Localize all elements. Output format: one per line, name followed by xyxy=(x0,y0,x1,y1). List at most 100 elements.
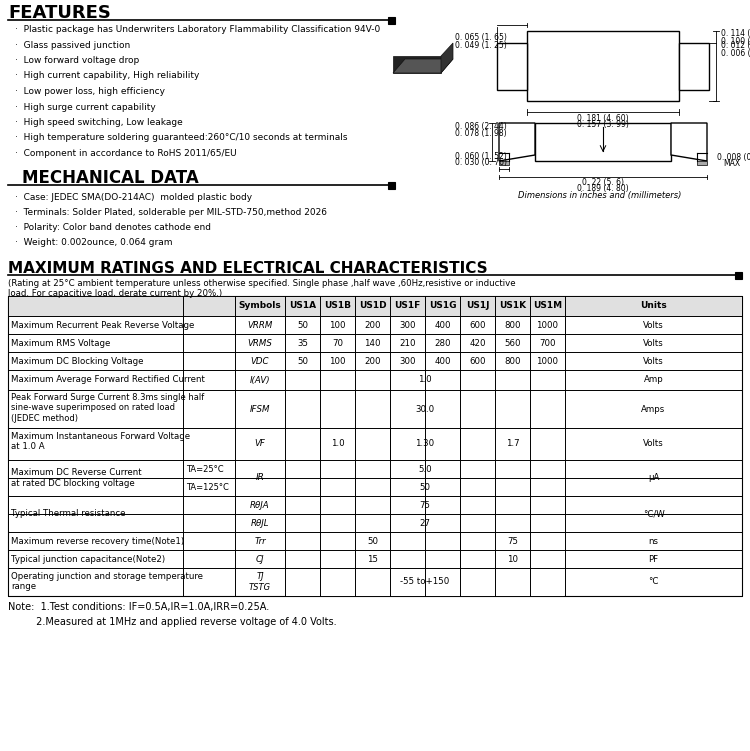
Text: Typical Thermal resistance: Typical Thermal resistance xyxy=(11,509,125,518)
Text: 75: 75 xyxy=(419,500,430,509)
Text: TJ
TSTG: TJ TSTG xyxy=(249,572,271,592)
Polygon shape xyxy=(441,43,453,73)
Text: Maximum Instantaneous Forward Voltage
at 1.0 A: Maximum Instantaneous Forward Voltage at… xyxy=(11,432,190,451)
Text: 100: 100 xyxy=(329,357,346,366)
Text: 1.7: 1.7 xyxy=(506,439,519,448)
Bar xyxy=(8,296,742,596)
Text: 0. 049 (1. 25): 0. 049 (1. 25) xyxy=(455,41,507,50)
Text: 420: 420 xyxy=(470,339,486,348)
Text: 210: 210 xyxy=(399,339,416,348)
Text: 400: 400 xyxy=(434,357,451,366)
Bar xyxy=(460,534,565,550)
Text: ·  High current capability, High reliability: · High current capability, High reliabil… xyxy=(15,71,200,80)
Text: 0. 065 (1. 65): 0. 065 (1. 65) xyxy=(455,33,507,42)
Text: Note:  1.Test conditions: IF=0.5A,IR=1.0A,IRR=0.25A.: Note: 1.Test conditions: IF=0.5A,IR=1.0A… xyxy=(8,602,269,612)
Bar xyxy=(286,570,565,596)
Bar xyxy=(286,430,389,460)
Text: Trr: Trr xyxy=(254,536,266,545)
Text: Dimensions in inches and (millimeters): Dimensions in inches and (millimeters) xyxy=(518,191,682,200)
Bar xyxy=(499,161,509,165)
Text: Peak Forward Surge Current 8.3ms single half
sine-wave superimposed on rated loa: Peak Forward Surge Current 8.3ms single … xyxy=(11,393,204,423)
Text: 280: 280 xyxy=(434,339,451,348)
Text: 10: 10 xyxy=(507,554,518,563)
Text: 300: 300 xyxy=(399,357,416,366)
Text: US1M: US1M xyxy=(533,301,562,310)
Text: 100: 100 xyxy=(329,321,346,330)
Text: US1K: US1K xyxy=(499,301,526,310)
Text: ·  Terminals: Solder Plated, solderable per MIL-STD-750,method 2026: · Terminals: Solder Plated, solderable p… xyxy=(15,208,327,217)
Text: TA=25°C: TA=25°C xyxy=(186,465,224,473)
Text: 5.0: 5.0 xyxy=(419,465,432,473)
Text: 0. 22 (5. 6): 0. 22 (5. 6) xyxy=(582,178,624,187)
Text: PF: PF xyxy=(649,554,658,563)
Text: IR: IR xyxy=(256,473,265,482)
Text: Amps: Amps xyxy=(641,405,666,414)
Text: 1000: 1000 xyxy=(536,321,559,330)
Bar xyxy=(286,516,565,532)
Text: Maximum Recurrent Peak Reverse Voltage: Maximum Recurrent Peak Reverse Voltage xyxy=(11,321,194,330)
Text: US1A: US1A xyxy=(289,301,316,310)
Text: US1F: US1F xyxy=(394,301,421,310)
Text: ·  High temperature soldering guaranteed:260°C/10 seconds at terminals: · High temperature soldering guaranteed:… xyxy=(15,134,347,143)
Text: 0. 008 (0. 203): 0. 008 (0. 203) xyxy=(717,153,750,162)
Text: ·  Low power loss, high efficiency: · Low power loss, high efficiency xyxy=(15,87,165,96)
Text: Volts: Volts xyxy=(643,439,664,448)
Text: ·  Case: JEDEC SMA(DO-214AC)  molded plastic body: · Case: JEDEC SMA(DO-214AC) molded plast… xyxy=(15,193,252,202)
Polygon shape xyxy=(393,56,441,73)
Text: RθJA: RθJA xyxy=(251,500,270,509)
Text: Maximum reverse recovery time(Note1): Maximum reverse recovery time(Note1) xyxy=(11,536,184,545)
Text: 0. 078 (1. 98): 0. 078 (1. 98) xyxy=(455,129,507,138)
Text: ·  Weight: 0.002ounce, 0.064 gram: · Weight: 0.002ounce, 0.064 gram xyxy=(15,238,173,247)
Text: VRMS: VRMS xyxy=(248,339,272,348)
Text: FEATURES: FEATURES xyxy=(8,4,111,22)
Text: Amp: Amp xyxy=(644,376,663,385)
Text: ·  Polarity: Color band denotes cathode end: · Polarity: Color band denotes cathode e… xyxy=(15,223,211,232)
Bar xyxy=(388,182,395,189)
Text: 300: 300 xyxy=(399,321,416,330)
Text: 0. 181 (4. 60): 0. 181 (4. 60) xyxy=(578,114,628,123)
Bar xyxy=(735,272,742,279)
Text: Volts: Volts xyxy=(643,321,664,330)
Polygon shape xyxy=(393,59,453,73)
Text: 800: 800 xyxy=(504,357,520,366)
Text: RθJL: RθJL xyxy=(251,518,269,527)
Text: CJ: CJ xyxy=(256,554,264,563)
Bar xyxy=(497,43,527,90)
Text: 70: 70 xyxy=(332,339,343,348)
Text: 0. 114 (2. 9): 0. 114 (2. 9) xyxy=(721,29,750,38)
Bar xyxy=(286,552,460,569)
Text: 1.30: 1.30 xyxy=(416,439,434,448)
Text: 0. 100 (2. 54): 0. 100 (2. 54) xyxy=(721,37,750,46)
Bar xyxy=(286,372,565,391)
Text: 600: 600 xyxy=(470,321,486,330)
Text: Units: Units xyxy=(640,301,667,310)
Text: 600: 600 xyxy=(470,357,486,366)
Polygon shape xyxy=(671,123,707,161)
Bar xyxy=(8,497,235,532)
Text: 560: 560 xyxy=(504,339,520,348)
Bar xyxy=(697,161,707,165)
Text: 700: 700 xyxy=(539,339,556,348)
Text: IFSM: IFSM xyxy=(250,405,270,414)
Bar xyxy=(460,552,565,569)
Text: US1J: US1J xyxy=(466,301,489,310)
Text: (Rating at 25°C ambient temperature unless otherwise specified. Single phase ,ha: (Rating at 25°C ambient temperature unle… xyxy=(8,279,516,298)
Text: Volts: Volts xyxy=(643,357,664,366)
Text: °C/W: °C/W xyxy=(643,509,664,518)
Text: 75: 75 xyxy=(507,536,518,545)
Text: ·  Component in accordance to RoHS 2011/65/EU: · Component in accordance to RoHS 2011/6… xyxy=(15,149,237,158)
Text: 1000: 1000 xyxy=(536,357,559,366)
Text: 0. 189 (4. 80): 0. 189 (4. 80) xyxy=(578,184,628,193)
Text: Maximum RMS Voltage: Maximum RMS Voltage xyxy=(11,339,110,348)
Text: 0. 060 (1. 52): 0. 060 (1. 52) xyxy=(455,152,507,161)
Text: MAXIMUM RATINGS AND ELECTRICAL CHARACTERISTICS: MAXIMUM RATINGS AND ELECTRICAL CHARACTER… xyxy=(8,261,488,276)
Bar xyxy=(535,123,671,161)
Text: ·  Plastic package has Underwriters Laboratory Flammability Classification 94V-0: · Plastic package has Underwriters Labor… xyxy=(15,25,380,34)
Bar xyxy=(286,480,565,496)
Text: 0. 006 (0. 152): 0. 006 (0. 152) xyxy=(721,49,750,58)
Text: US1B: US1B xyxy=(324,301,351,310)
Text: MECHANICAL DATA: MECHANICAL DATA xyxy=(22,169,199,187)
Bar xyxy=(286,534,460,550)
Bar xyxy=(527,31,679,101)
Text: US1D: US1D xyxy=(358,301,386,310)
